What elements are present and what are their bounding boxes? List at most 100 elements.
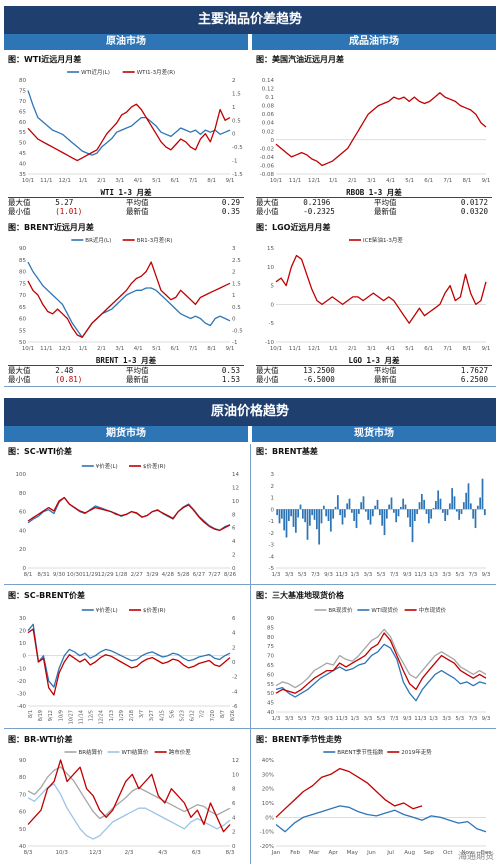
legend-label: 2019年走势	[401, 748, 432, 756]
x-tick-label: 9/3	[403, 716, 412, 722]
x-tick-label: 1/3	[272, 716, 281, 722]
x-tick-label: 10/1	[270, 178, 282, 184]
chart-brent-spread: 50 55 60 65 70 75 80 85 90 -1 -0.5 0 0.5 1 1.5 2 2.5 3 10/…	[19, 236, 243, 352]
y-tick-label: 0	[271, 507, 275, 513]
x-tick-label: 8/26	[230, 710, 236, 721]
x-tick-label: 7/3	[390, 572, 399, 578]
y-tick-label: 80	[19, 775, 26, 781]
x-tick-label: 3/3	[363, 716, 372, 722]
stats-value: -6.5000	[303, 375, 335, 384]
chart-bar	[413, 509, 416, 521]
x-tick-label: 7/3	[390, 716, 399, 722]
stats-label: 最小值	[256, 207, 279, 216]
chart-bar	[280, 509, 283, 519]
x-tick-label: Aug	[404, 850, 415, 856]
y-tick-label: 45	[267, 701, 274, 707]
stats-label: 最大值	[8, 366, 31, 375]
y-tick-label: 65	[19, 109, 26, 115]
y-tick-label: -40	[17, 704, 26, 710]
y-tick-label: -0.5	[232, 145, 243, 151]
x-tick-label: May	[347, 850, 359, 856]
x-tick-label: 8/7	[220, 710, 226, 718]
legend-label: BR结算价	[79, 748, 104, 756]
stats-value: (0.81)	[55, 375, 83, 384]
legend-label: BRENT季节性指数	[337, 748, 384, 756]
y-tick-label: 70	[19, 99, 26, 105]
chart-bar	[357, 509, 360, 514]
subheader-product-market: 成品油市场	[252, 34, 496, 50]
x-tick-label: 1/29	[119, 710, 125, 721]
x-tick-label: 5/1	[405, 178, 414, 184]
chart-brent-seasonality: -20% -10% 0% 10% 20% 30% 40% Jan Feb Mar Apr May Jun…	[260, 748, 492, 856]
x-tick-label: 4/1	[386, 178, 395, 184]
chart-bar	[460, 509, 463, 514]
chart-bar	[294, 509, 297, 533]
x-tick-label: 1/3	[350, 716, 359, 722]
x-tick-label: 8/26	[224, 572, 237, 578]
x-tick-label: 5/28	[177, 572, 190, 578]
series-line	[275, 254, 487, 324]
chart-bar	[276, 509, 279, 516]
y-tick-label: 50	[19, 827, 26, 833]
y-tick-label: 15	[267, 246, 274, 252]
y-tick-label: 70	[267, 654, 274, 660]
y-tick-label: 20%	[262, 787, 274, 793]
y-tick-label: 1	[232, 293, 236, 299]
chart-bar	[481, 478, 484, 510]
x-tick-label: 8/3	[226, 850, 235, 856]
legend-label: WTI现货价	[371, 606, 398, 614]
x-tick-label: 10/30	[67, 572, 83, 578]
y-tick-label: -20	[17, 679, 26, 685]
chart-bar	[474, 509, 477, 529]
y-tick-label: 0.06	[262, 112, 275, 118]
legend-label: BR近月(L)	[85, 236, 111, 244]
chart-bar	[297, 509, 300, 518]
x-tick-label: 7/3	[311, 572, 320, 578]
y-tick-label: 90	[19, 246, 26, 252]
stats-table-lgo: LGO 1-3 月差 最大值 13.2500 平均值 1.7627 最小值 -6.500…	[256, 356, 492, 384]
y-tick-label: -0.02	[260, 146, 274, 152]
x-tick-label: 7/1	[443, 346, 452, 352]
y-tick-label: 0.14	[262, 78, 275, 84]
y-tick-label: -6	[232, 704, 238, 710]
x-tick-label: 11/14	[79, 710, 85, 724]
x-tick-label: 12/1	[308, 178, 320, 184]
y-tick-label: 40	[19, 844, 26, 850]
x-tick-label: 11/1	[40, 178, 52, 184]
y-tick-label: 90	[267, 616, 274, 622]
chart-lgo-spread: -10 -5 0 5 10 15 10/1 11/1 12/1 1/1 2/1 3/1 4/1 5/1 6/…	[265, 236, 490, 352]
chart-bar	[362, 496, 365, 510]
y-tick-label: 12	[232, 758, 239, 764]
chart-bar	[446, 509, 449, 516]
stats-value: 1.7627	[460, 366, 488, 375]
chart-bar	[453, 496, 456, 510]
chart-bar	[483, 509, 486, 516]
x-tick-label: 4/28	[162, 572, 175, 578]
chart-bar	[329, 509, 332, 532]
stats-label: 平均值	[373, 366, 397, 375]
y-tick-label: 0	[232, 317, 236, 323]
chart-bar	[348, 498, 351, 510]
x-tick-label: 12/1	[308, 346, 320, 352]
x-tick-label: 4/1	[134, 346, 143, 352]
y-tick-label: 0	[232, 660, 236, 666]
chart-bar	[383, 509, 386, 536]
stats-label: 最新值	[373, 207, 397, 216]
stats-label: 最小值	[256, 375, 279, 384]
x-tick-label: 2/3	[125, 850, 134, 856]
panel-title-sc-wti: 图：SC-WTI价差	[8, 447, 73, 456]
chart-bar	[350, 509, 353, 513]
x-tick-label: 3/1	[367, 178, 376, 184]
stats-value: (1.01)	[55, 207, 83, 216]
y-tick-label: 4	[232, 631, 236, 637]
x-tick-label: 5/1	[152, 346, 161, 352]
chart-bar	[371, 509, 374, 517]
stats-value: 0.2196	[303, 198, 331, 207]
legend-label: BR现货价	[328, 606, 353, 614]
chart-bar	[374, 505, 377, 510]
x-tick-label: 2/18	[129, 710, 135, 721]
x-tick-label: 11/1	[289, 346, 301, 352]
x-tick-label: 9/3	[324, 572, 333, 578]
